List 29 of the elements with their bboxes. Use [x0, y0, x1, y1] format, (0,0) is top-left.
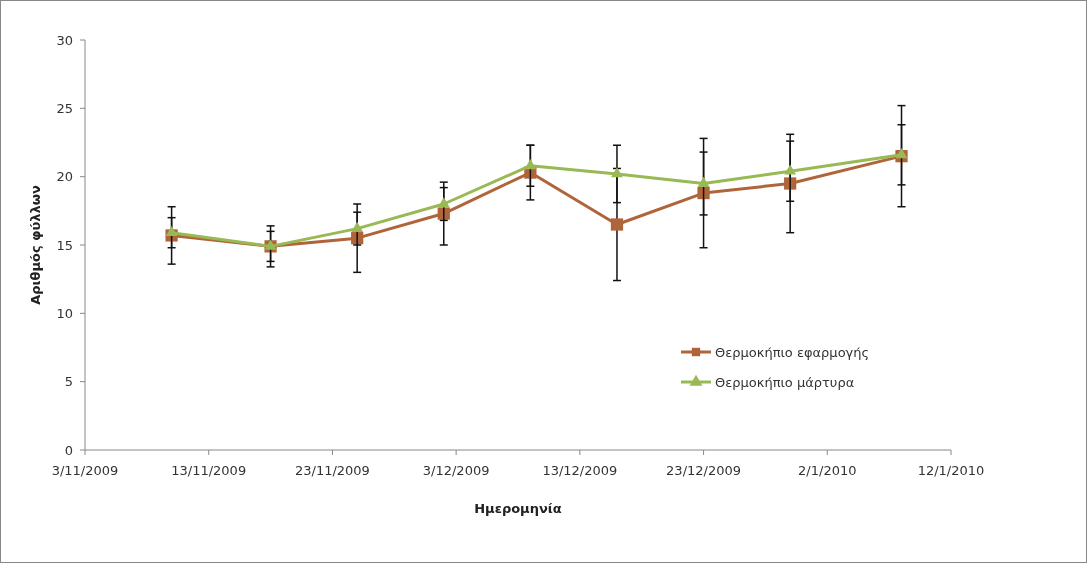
- legend-label: Θερμοκήπιο μάρτυρα: [715, 374, 855, 390]
- x-tick-label: 13/12/2009: [542, 463, 618, 478]
- point: [524, 158, 537, 170]
- y-tick-label: 15: [56, 237, 73, 253]
- y-axis-title: Αριθμός φύλλων: [28, 185, 43, 305]
- x-tick-label: 23/12/2009: [666, 463, 742, 478]
- point: [784, 164, 797, 175]
- point: [165, 225, 178, 237]
- point: [895, 148, 908, 159]
- point: [351, 221, 364, 232]
- y-tick-label: 30: [56, 32, 73, 48]
- x-tick-label: 12/1/2010: [917, 463, 985, 478]
- y-tick-label: 20: [56, 169, 73, 185]
- x-tick-label: 2/1/2010: [798, 463, 857, 478]
- y-tick-label: 25: [56, 100, 73, 116]
- x-tick-label: 23/11/2009: [294, 463, 370, 478]
- x-tick-label: 3/12/2009: [422, 463, 490, 478]
- legend-label: Θερμοκήπιο εφαρμογής: [715, 344, 870, 360]
- y-tick-label: 5: [64, 374, 73, 390]
- point: [697, 176, 710, 187]
- point: [610, 218, 624, 231]
- y-tick-label: 10: [56, 305, 73, 321]
- point: [437, 197, 450, 208]
- point: [611, 167, 623, 178]
- x-tick-label: 3/11/2009: [51, 463, 119, 478]
- x-axis-title: Ημερομηνία: [474, 501, 562, 516]
- point: [697, 186, 710, 200]
- x-tick-label: 13/11/2009: [171, 463, 247, 478]
- y-tick-label: 0: [64, 442, 73, 458]
